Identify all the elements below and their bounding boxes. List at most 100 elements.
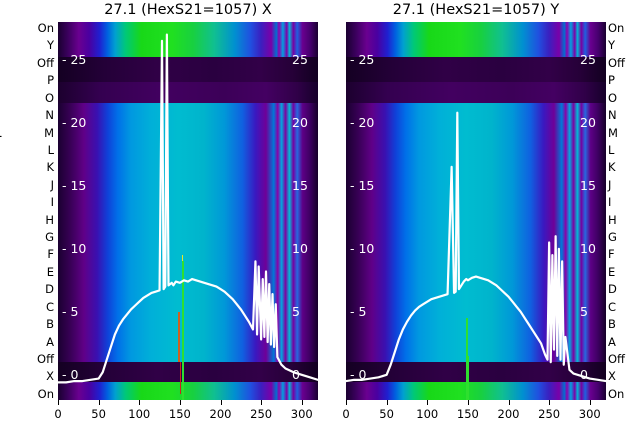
profile-line	[58, 35, 318, 383]
category-tick-label: M	[608, 125, 618, 140]
profile-trace-y	[346, 22, 606, 400]
heatmap-band-row	[346, 22, 606, 58]
category-tick-label: Y	[608, 38, 616, 53]
category-tick-label: G	[608, 230, 617, 245]
y-tick-label: - 20	[62, 114, 87, 130]
category-axis-right: On Y Off P O N M L K J I H G F E D C B A Off X On	[608, 22, 640, 400]
category-tick-label: E	[608, 264, 616, 279]
y-tick-label: - 15	[350, 177, 375, 193]
x-tick-label: 200	[497, 407, 520, 421]
marker-line	[466, 318, 468, 400]
heatmap-panel-y[interactable]	[346, 22, 606, 400]
heatmap-band-row	[58, 362, 318, 383]
y-tick-label: - 5	[350, 303, 367, 319]
y-tick-label: - 25	[350, 51, 375, 67]
y-tick-label: 15	[292, 177, 308, 193]
category-tick-label: L	[608, 142, 615, 157]
x-tick-label: 250	[538, 407, 561, 421]
x-tick-label: 150	[168, 407, 191, 421]
category-tick-label: E	[46, 264, 54, 279]
category-tick-label: On	[37, 21, 54, 35]
category-tick-label: C	[608, 299, 617, 314]
marker-line	[178, 311, 180, 363]
heatmap-band-row	[346, 362, 606, 383]
x-tick-label: 150	[456, 407, 479, 421]
x-tick-mark	[179, 400, 181, 405]
y-tick-label: 10	[580, 240, 596, 256]
profile-trace-x	[58, 22, 318, 400]
marker-line	[181, 255, 183, 375]
x-tick-mark	[220, 400, 222, 405]
x-tick-mark	[508, 400, 510, 405]
x-tick-label: 250	[250, 407, 273, 421]
x-tick-mark	[549, 400, 551, 405]
category-tick-label: N	[608, 108, 617, 123]
x-tick-mark	[346, 400, 347, 405]
marker-line	[179, 362, 182, 394]
x-tick-mark	[98, 400, 100, 405]
y-tick-labels-y-panel-right: 25 20 15 10 5 0	[580, 22, 626, 400]
heatmap-band-row	[58, 22, 318, 58]
y-tick-label: 0	[292, 366, 300, 382]
category-tick-label: Off	[37, 352, 54, 367]
x-tick-mark	[301, 400, 303, 405]
marker-line	[467, 355, 470, 400]
category-tick-label: K	[608, 160, 616, 175]
category-tick-label: X	[608, 369, 616, 384]
y-axis-label: Dipole	[0, 113, 2, 150]
heatmap-band-row	[346, 382, 606, 400]
category-tick-label: D	[45, 282, 54, 297]
y-tick-label: - 10	[62, 240, 87, 256]
y-tick-label: 5	[292, 303, 300, 319]
category-tick-label: On	[37, 386, 54, 401]
category-tick-label: Y	[46, 38, 54, 53]
category-tick-label: B	[608, 317, 616, 332]
y-tick-labels-x-panel-left: - 25 - 20 - 15 - 10 - 5 - 0	[62, 22, 108, 400]
heatmap-panel-x[interactable]	[58, 22, 318, 400]
category-tick-label: On	[608, 21, 625, 35]
category-tick-label: J	[608, 177, 612, 192]
x-tick-mark	[589, 400, 591, 405]
category-tick-label: P	[608, 73, 615, 88]
profile-line	[346, 113, 606, 381]
x-tick-label: 50	[379, 407, 394, 421]
category-tick-label: X	[46, 369, 54, 384]
category-tick-label: Off	[37, 55, 54, 70]
heatmap-band-row	[58, 382, 318, 400]
x-axis-y-panel: 0 50 100 150 200 250 300	[342, 400, 606, 440]
category-tick-label: C	[45, 299, 54, 314]
x-axis-x-panel: 0 50 100 150 200 250 300	[54, 400, 318, 440]
category-tick-label: G	[45, 230, 54, 245]
x-tick-label: 0	[54, 407, 62, 421]
x-tick-label: 300	[290, 407, 313, 421]
x-tick-mark	[467, 400, 469, 405]
y-tick-labels-x-panel-right: 25 20 15 10 5 0	[292, 22, 338, 400]
category-tick-label: Off	[608, 55, 625, 70]
category-tick-label: L	[47, 142, 54, 157]
x-tick-mark	[58, 400, 59, 405]
category-tick-label: P	[47, 73, 54, 88]
heatmap-band-row	[346, 57, 606, 83]
y-tick-labels-y-panel-left: - 25 - 20 - 15 - 10 - 5 - 0	[350, 22, 396, 400]
category-tick-label: H	[45, 212, 54, 227]
y-tick-label: 20	[580, 114, 596, 130]
heatmap-band-row	[58, 57, 318, 83]
category-tick-label: B	[46, 317, 54, 332]
y-tick-label: - 15	[62, 177, 87, 193]
x-tick-label: 200	[209, 407, 232, 421]
y-tick-label: - 5	[62, 303, 79, 319]
x-tick-mark	[139, 400, 141, 405]
category-tick-label: On	[608, 386, 625, 401]
y-tick-label: 5	[580, 303, 588, 319]
y-tick-label: - 0	[350, 366, 367, 382]
x-tick-label: 100	[128, 407, 151, 421]
category-tick-label: F	[47, 247, 54, 262]
y-tick-label: 25	[292, 51, 308, 67]
category-tick-label: J	[50, 177, 54, 192]
category-tick-label: D	[608, 282, 617, 297]
y-tick-label: 0	[580, 366, 588, 382]
category-tick-label: H	[608, 212, 617, 227]
category-tick-label: Off	[608, 352, 625, 367]
panel-title-x: 27.1 (HexS21=1057) X	[104, 2, 272, 18]
